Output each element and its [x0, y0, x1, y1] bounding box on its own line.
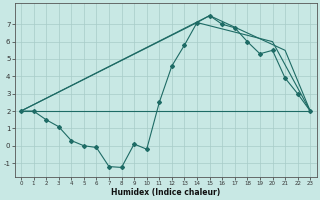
X-axis label: Humidex (Indice chaleur): Humidex (Indice chaleur)	[111, 188, 220, 197]
